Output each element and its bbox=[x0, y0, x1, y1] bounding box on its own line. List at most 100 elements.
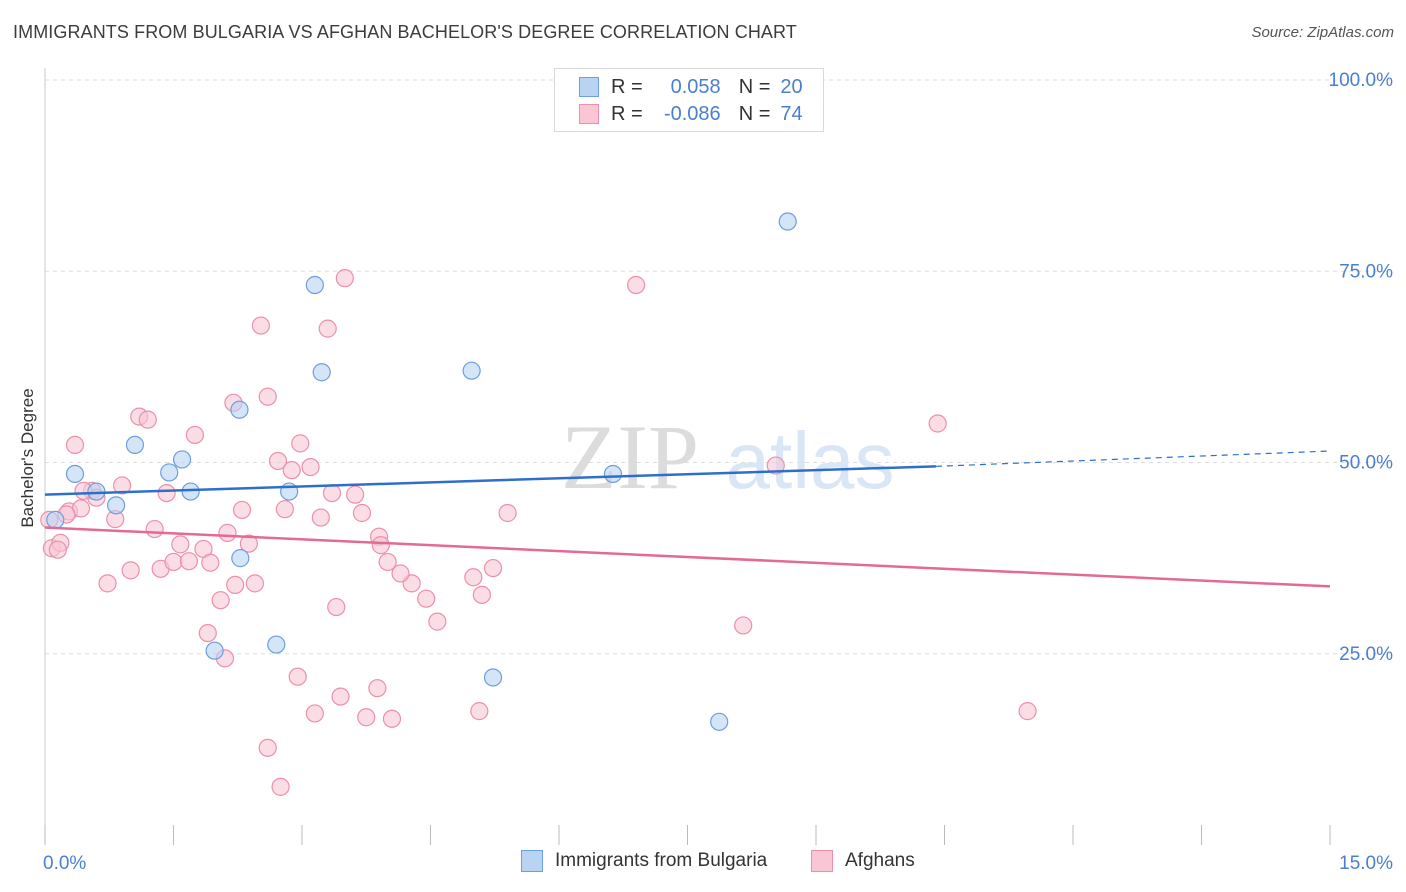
data-point bbox=[164, 552, 183, 572]
data-point bbox=[65, 464, 85, 484]
data-point bbox=[230, 400, 249, 419]
data-point bbox=[352, 503, 372, 523]
data-point bbox=[371, 536, 390, 555]
data-point bbox=[226, 575, 245, 595]
data-point bbox=[417, 589, 436, 608]
n-value: 20 bbox=[780, 75, 803, 98]
data-point bbox=[322, 484, 342, 503]
data-point bbox=[734, 616, 753, 635]
data-point bbox=[483, 668, 503, 687]
data-point bbox=[275, 500, 294, 519]
n-value: 74 bbox=[780, 102, 803, 125]
data-point bbox=[145, 519, 164, 539]
data-point bbox=[378, 552, 397, 572]
data-point bbox=[121, 561, 140, 580]
data-point bbox=[301, 457, 320, 477]
data-point bbox=[291, 434, 310, 453]
x-tick-label: 0.0% bbox=[43, 853, 86, 874]
data-point bbox=[198, 623, 217, 643]
watermark-zip: ZIP bbox=[561, 406, 699, 508]
data-point bbox=[258, 387, 277, 406]
r-value: -0.086 bbox=[663, 102, 721, 125]
data-point bbox=[626, 275, 646, 295]
series-afghans bbox=[40, 269, 1037, 796]
data-point bbox=[382, 709, 402, 728]
data-point bbox=[258, 738, 277, 757]
data-point bbox=[331, 687, 350, 706]
watermark: ZIP atlas bbox=[561, 406, 894, 508]
trend-line-bulgaria-extension bbox=[935, 450, 1331, 467]
data-point bbox=[267, 635, 286, 654]
r-label: R = bbox=[611, 75, 643, 98]
gridlines bbox=[45, 79, 1390, 655]
data-point bbox=[112, 476, 132, 495]
data-point bbox=[464, 568, 483, 587]
data-point bbox=[498, 503, 517, 523]
y-tick-label: 50.0% bbox=[1339, 453, 1393, 474]
data-point bbox=[211, 591, 230, 610]
data-point bbox=[48, 540, 67, 559]
data-point bbox=[245, 574, 264, 593]
data-point bbox=[305, 275, 324, 295]
data-point bbox=[171, 535, 190, 554]
chart-title: IMMIGRANTS FROM BULGARIA VS AFGHAN BACHE… bbox=[13, 22, 797, 42]
y-tick-label: 75.0% bbox=[1339, 261, 1393, 282]
y-tick-label: 25.0% bbox=[1339, 644, 1393, 665]
legend-label: Afghans bbox=[845, 850, 915, 871]
data-point bbox=[268, 451, 288, 471]
data-point bbox=[201, 553, 220, 572]
source-label: Source: ZipAtlas.com bbox=[1251, 24, 1394, 41]
data-point bbox=[335, 269, 354, 288]
data-point bbox=[928, 414, 947, 433]
y-tick-label: 100.0% bbox=[1329, 70, 1394, 91]
legend-item-bulgaria[interactable]: Immigrants from Bulgaria bbox=[521, 850, 767, 872]
data-point bbox=[327, 597, 346, 617]
legend-row-afghans: R = -0.086 N = 74 bbox=[579, 102, 803, 126]
data-point bbox=[239, 534, 258, 553]
n-label: N = bbox=[738, 75, 771, 98]
axes bbox=[44, 68, 1331, 845]
data-point bbox=[172, 450, 192, 469]
data-point bbox=[181, 482, 200, 501]
x-tick-label: 15.0% bbox=[1339, 853, 1393, 874]
trend-lines bbox=[44, 450, 1331, 588]
data-point bbox=[271, 777, 290, 796]
data-point bbox=[138, 410, 157, 429]
data-point bbox=[368, 679, 387, 698]
data-point bbox=[125, 435, 145, 455]
data-point bbox=[305, 704, 324, 723]
r-label: R = bbox=[611, 102, 643, 125]
data-point bbox=[391, 564, 410, 583]
data-point bbox=[65, 435, 85, 455]
legend-swatch-blue bbox=[579, 77, 599, 97]
legend-swatch-pink bbox=[579, 104, 599, 124]
r-value: 0.058 bbox=[670, 75, 721, 98]
data-point bbox=[288, 667, 307, 686]
legend-label: Immigrants from Bulgaria bbox=[555, 850, 768, 871]
data-point bbox=[462, 361, 481, 380]
data-point bbox=[428, 612, 447, 631]
data-point bbox=[470, 702, 489, 721]
data-point bbox=[346, 485, 365, 504]
data-point bbox=[157, 484, 176, 503]
data-point bbox=[357, 708, 376, 727]
n-label: N = bbox=[738, 102, 771, 125]
data-point bbox=[603, 464, 623, 484]
data-point bbox=[766, 456, 785, 475]
data-point bbox=[778, 212, 797, 231]
tick-labels: 25.0% 50.0% 75.0% 100.0% 0.0% 15.0% bbox=[43, 70, 1393, 874]
correlation-legend: R = 0.058 N = 20 R = -0.086 N = 74 bbox=[554, 68, 824, 132]
data-point bbox=[46, 510, 65, 529]
data-point bbox=[311, 508, 330, 527]
legend-swatch-blue bbox=[521, 850, 543, 872]
legend-item-afghans[interactable]: Afghans bbox=[811, 850, 915, 872]
series-legend: Immigrants from Bulgaria Afghans bbox=[0, 850, 1406, 878]
data-point bbox=[251, 316, 270, 335]
trend-line-afghans bbox=[44, 526, 1331, 588]
trend-line-bulgaria bbox=[44, 465, 936, 496]
data-point bbox=[472, 585, 491, 604]
legend-row-bulgaria: R = 0.058 N = 20 bbox=[579, 75, 803, 99]
data-point bbox=[312, 363, 331, 382]
data-point bbox=[232, 500, 252, 520]
